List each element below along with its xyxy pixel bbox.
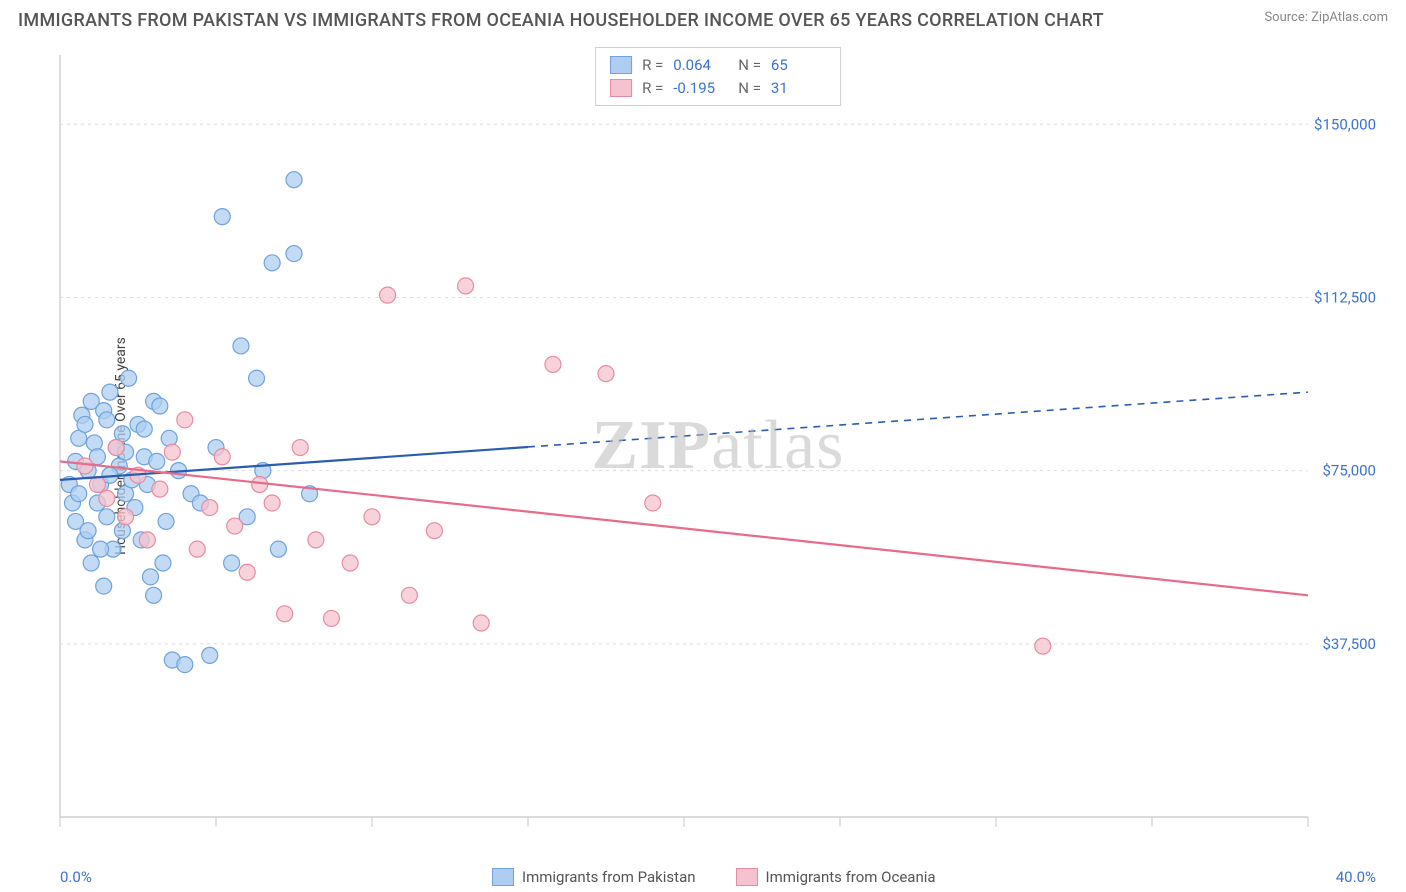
n-label: N =	[738, 54, 761, 77]
source-attribution: Source: ZipAtlas.com	[1264, 10, 1388, 25]
svg-text:$150,000: $150,000	[1314, 115, 1376, 133]
x-axis-legend: 0.0% Immigrants from PakistanImmigrants …	[0, 868, 1406, 886]
correlation-legend: R = 0.064 N = 65 R = -0.195 N = 31	[595, 47, 841, 106]
x-max-label: 40.0%	[1336, 868, 1376, 886]
svg-text:$75,000: $75,000	[1322, 462, 1376, 480]
source-link[interactable]: ZipAtlas.com	[1311, 10, 1388, 25]
svg-text:$112,500: $112,500	[1314, 288, 1376, 306]
legend-row: R = -0.195 N = 31	[610, 77, 826, 100]
series-legend-item: Immigrants from Oceania	[736, 868, 936, 886]
chart-title: IMMIGRANTS FROM PAKISTAN VS IMMIGRANTS F…	[18, 10, 1104, 31]
legend-swatch	[492, 868, 514, 886]
scatter-chart: $37,500 $75,000 $112,500 $150,000	[50, 45, 1386, 847]
r-label: R =	[642, 77, 663, 100]
legend-swatch	[610, 56, 632, 74]
series-name: Immigrants from Pakistan	[522, 868, 696, 886]
legend-row: R = 0.064 N = 65	[610, 54, 826, 77]
r-value: 0.064	[673, 54, 728, 77]
series-name: Immigrants from Oceania	[766, 868, 936, 886]
legend-swatch	[610, 79, 632, 97]
n-value: 31	[771, 77, 826, 100]
source-label: Source:	[1264, 10, 1307, 25]
svg-text:$37,500: $37,500	[1322, 635, 1376, 653]
legend-swatch	[736, 868, 758, 886]
plot-area: ZIPatlas $37,500$75,000$112,500$150,000 …	[50, 45, 1386, 847]
series-legend-item: Immigrants from Pakistan	[492, 868, 696, 886]
n-label: N =	[738, 77, 761, 100]
n-value: 65	[771, 54, 826, 77]
r-label: R =	[642, 54, 663, 77]
series-legend: Immigrants from Pakistan Immigrants from …	[492, 868, 936, 886]
x-min-label: 0.0%	[60, 868, 92, 886]
r-value: -0.195	[673, 77, 728, 100]
